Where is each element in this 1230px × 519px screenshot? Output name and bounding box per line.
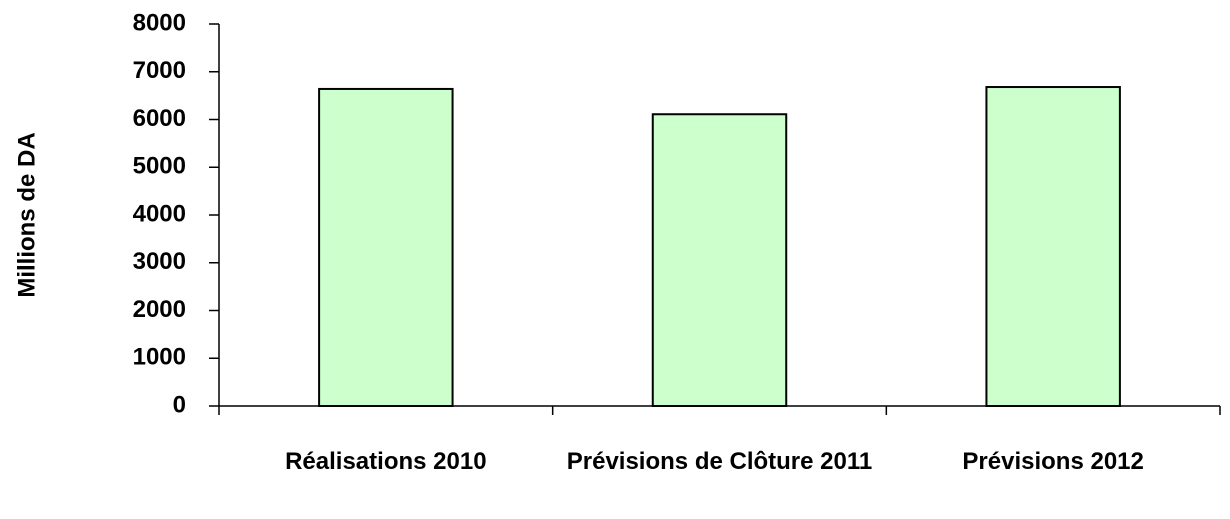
y-axis-label: Millions de DA: [13, 132, 40, 297]
bar: [651, 113, 788, 407]
bar: [985, 86, 1121, 407]
y-tick-label: 5000: [133, 153, 186, 180]
y-tick-label: 2000: [133, 296, 186, 323]
y-tick-label: 8000: [133, 9, 186, 36]
y-tick-label: 7000: [133, 57, 186, 84]
y-tick-label: 6000: [133, 105, 186, 132]
x-tick-label: Réalisations 2010: [285, 448, 487, 475]
bar: [318, 87, 454, 407]
y-tick-label: 1000: [133, 344, 186, 371]
x-tick-label: Prévisions de Clôture 2011: [566, 448, 873, 475]
y-tick-label: 4000: [133, 200, 186, 227]
y-tick-label: 0: [173, 391, 186, 418]
y-tick-label: 3000: [133, 248, 186, 275]
x-tick-label: Prévisions 2012: [962, 448, 1144, 475]
